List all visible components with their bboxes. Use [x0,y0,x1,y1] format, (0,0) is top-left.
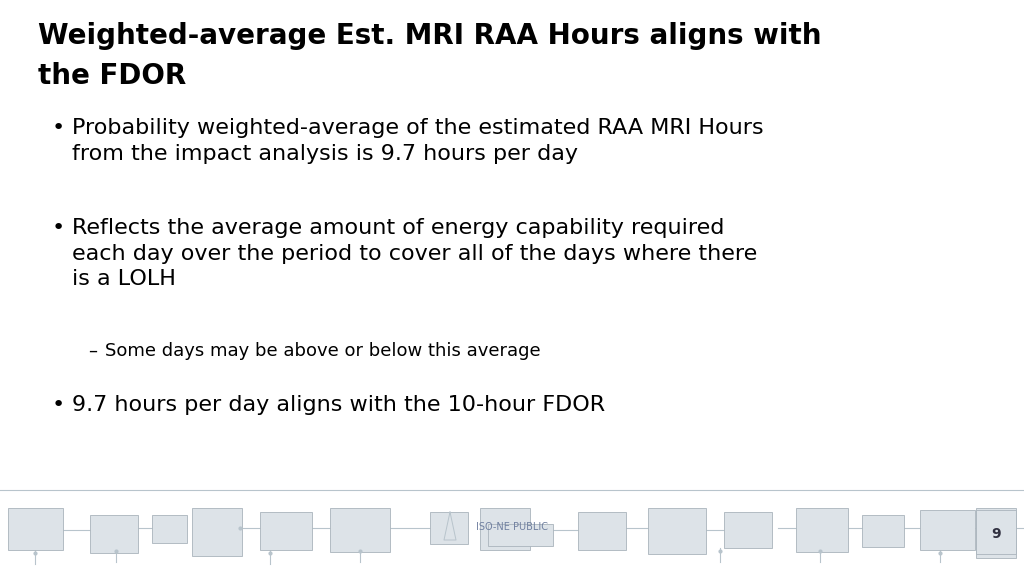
Text: 9: 9 [991,527,1000,541]
Text: Probability weighted-average of the estimated RAA MRI Hours
from the impact anal: Probability weighted-average of the esti… [72,118,764,164]
Bar [8,508,63,550]
Text: Reflects the average amount of energy capability required
each day over the peri: Reflects the average amount of energy ca… [72,218,758,289]
Bar [976,510,1016,554]
Bar [976,508,1016,558]
Bar [260,512,312,550]
Bar [430,512,468,544]
Bar [578,512,626,550]
Text: Some days may be above or below this average: Some days may be above or below this ave… [105,342,541,360]
Text: 9.7 hours per day aligns with the 10-hour FDOR: 9.7 hours per day aligns with the 10-hou… [72,395,605,415]
Bar [488,524,553,546]
Bar [648,508,706,554]
Text: ISO-NE PUBLIC: ISO-NE PUBLIC [476,522,548,532]
Bar [724,512,772,548]
Bar [330,508,390,552]
Bar [920,510,975,550]
Bar [796,508,848,552]
Bar [193,508,242,556]
Text: •: • [52,218,66,238]
Bar [862,515,904,547]
Bar [90,515,138,553]
Bar [480,508,530,550]
Text: Weighted-average Est. MRI RAA Hours aligns with: Weighted-average Est. MRI RAA Hours alig… [38,22,821,50]
Text: the FDOR: the FDOR [38,62,186,90]
Bar [152,515,187,543]
Text: –: – [88,342,97,360]
Text: •: • [52,395,66,415]
Text: •: • [52,118,66,138]
